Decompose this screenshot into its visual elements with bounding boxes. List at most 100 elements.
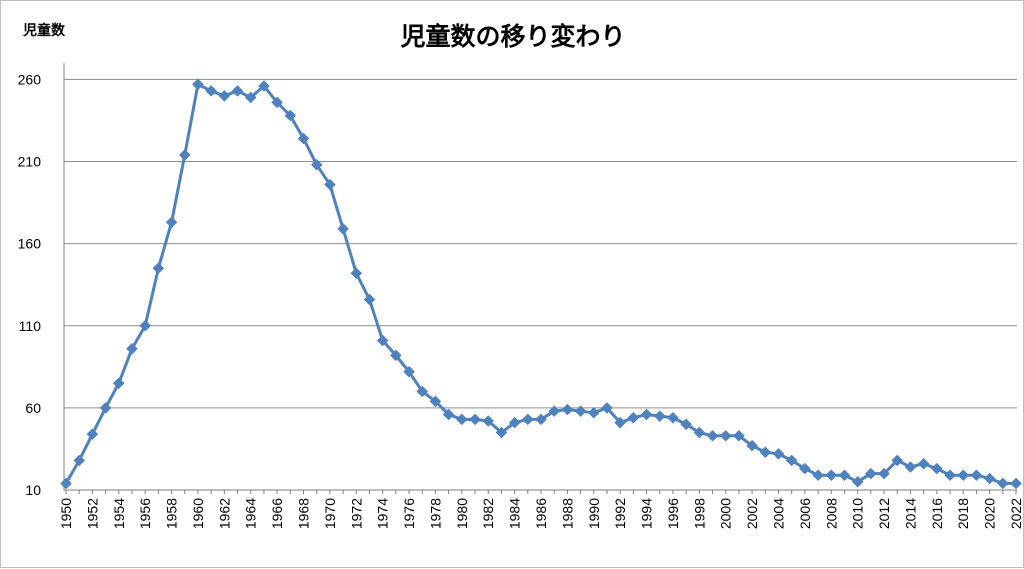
data-point-marker	[324, 178, 336, 191]
x-tick-label: 1976	[401, 498, 417, 529]
x-tick-label: 1988	[559, 498, 575, 529]
data-point-marker	[799, 462, 811, 475]
data-point-marker	[310, 158, 323, 171]
x-tick-label: 2012	[876, 498, 892, 529]
data-point-marker	[231, 85, 244, 97]
data-point-marker	[376, 334, 389, 347]
data-point-marker	[205, 85, 217, 97]
data-point-marker	[218, 89, 231, 102]
data-point-marker	[930, 462, 943, 475]
data-point-marker	[706, 429, 719, 442]
data-point-marker	[60, 477, 72, 490]
x-tick-label: 1954	[111, 498, 127, 529]
data-point-marker	[733, 429, 745, 442]
data-point-marker	[495, 426, 508, 439]
data-point-marker	[350, 267, 363, 280]
data-point-marker	[667, 411, 679, 424]
data-point-marker	[917, 457, 930, 470]
y-axis-label: 児童数	[22, 22, 66, 39]
y-tick-label: 210	[18, 154, 42, 170]
data-point-marker	[996, 477, 1009, 490]
x-tick-label: 2010	[850, 498, 866, 529]
x-tick-label: 1990	[586, 498, 602, 529]
data-point-marker	[627, 411, 640, 424]
data-point-marker	[772, 448, 785, 460]
x-tick-label: 1958	[164, 498, 180, 529]
data-point-marker	[957, 469, 970, 482]
x-tick-label: 1966	[269, 498, 285, 529]
x-tick-label: 1960	[190, 498, 206, 529]
data-point-marker	[508, 416, 521, 429]
data-point-marker	[429, 395, 442, 408]
x-tick-label: 2006	[797, 498, 813, 529]
y-tick-labels: 10 60 110 160 210 260	[18, 71, 42, 498]
data-point-marker	[574, 405, 587, 418]
data-point-marker	[653, 410, 666, 422]
x-tick-label: 1992	[612, 498, 628, 529]
x-tick-label: 2022	[1008, 498, 1024, 529]
data-point-marker	[442, 408, 455, 421]
gridlines	[64, 78, 1017, 409]
data-point-marker	[403, 365, 415, 378]
data-point-marker	[192, 78, 204, 91]
x-tick-label: 2016	[929, 498, 945, 529]
data-point-marker	[271, 96, 283, 109]
data-point-marker	[1010, 477, 1022, 490]
data-point-marker	[944, 469, 956, 482]
x-tick-label: 2014	[902, 498, 918, 529]
y-tick-label: 110	[19, 318, 42, 334]
data-point-marker	[482, 415, 495, 427]
data-point-marker	[548, 405, 561, 418]
x-tick-label: 1952	[84, 498, 100, 529]
data-point-marker	[244, 91, 257, 104]
x-tick-label: 1968	[296, 498, 312, 529]
data-point-marker	[416, 385, 429, 398]
data-point-marker	[825, 469, 838, 482]
data-point-marker	[86, 428, 99, 441]
data-point-marker	[165, 216, 178, 229]
data-point-marker	[640, 408, 653, 421]
data-point-marker	[983, 472, 996, 485]
data-series	[60, 78, 1022, 490]
data-point-marker	[284, 109, 297, 122]
x-tick-label: 1964	[243, 498, 259, 529]
data-point-marker	[139, 319, 152, 332]
y-tick-label: 260	[18, 71, 42, 87]
x-tick-label: 1972	[348, 498, 364, 529]
x-tick-label: 1994	[639, 498, 655, 529]
x-tick-label: 2018	[955, 498, 971, 529]
x-tick-label: 2020	[982, 498, 998, 529]
x-tick-label: 1996	[665, 498, 681, 529]
data-point-marker	[178, 149, 191, 161]
data-point-marker	[693, 426, 706, 439]
x-tick-label: 1986	[533, 498, 549, 529]
data-point-marker	[746, 439, 758, 452]
data-point-marker	[73, 454, 86, 467]
data-point-marker	[587, 406, 600, 419]
y-tick-label: 10	[25, 482, 41, 498]
x-tick-label: 2004	[771, 498, 787, 529]
data-point-marker	[601, 402, 613, 414]
data-point-marker	[363, 293, 376, 306]
data-point-marker	[838, 469, 851, 482]
data-point-marker	[812, 469, 824, 482]
y-tick-label: 60	[25, 400, 41, 416]
data-point-marker	[337, 223, 349, 235]
x-tick-label: 1956	[137, 498, 153, 529]
x-tick-label: 1950	[58, 498, 74, 529]
data-point-marker	[99, 402, 112, 414]
data-point-marker	[561, 403, 574, 416]
x-tick-label: 1974	[375, 498, 391, 529]
data-point-marker	[719, 429, 732, 442]
data-point-marker	[258, 80, 270, 92]
chart-title: 児童数の移り変わり	[400, 22, 625, 51]
data-point-marker	[535, 413, 547, 426]
data-point-marker	[152, 262, 165, 275]
x-tick-label: 2002	[744, 498, 760, 529]
data-point-marker	[904, 461, 917, 473]
x-tick-label: 1982	[480, 498, 496, 529]
axes	[63, 63, 1017, 494]
data-point-marker	[390, 349, 402, 362]
